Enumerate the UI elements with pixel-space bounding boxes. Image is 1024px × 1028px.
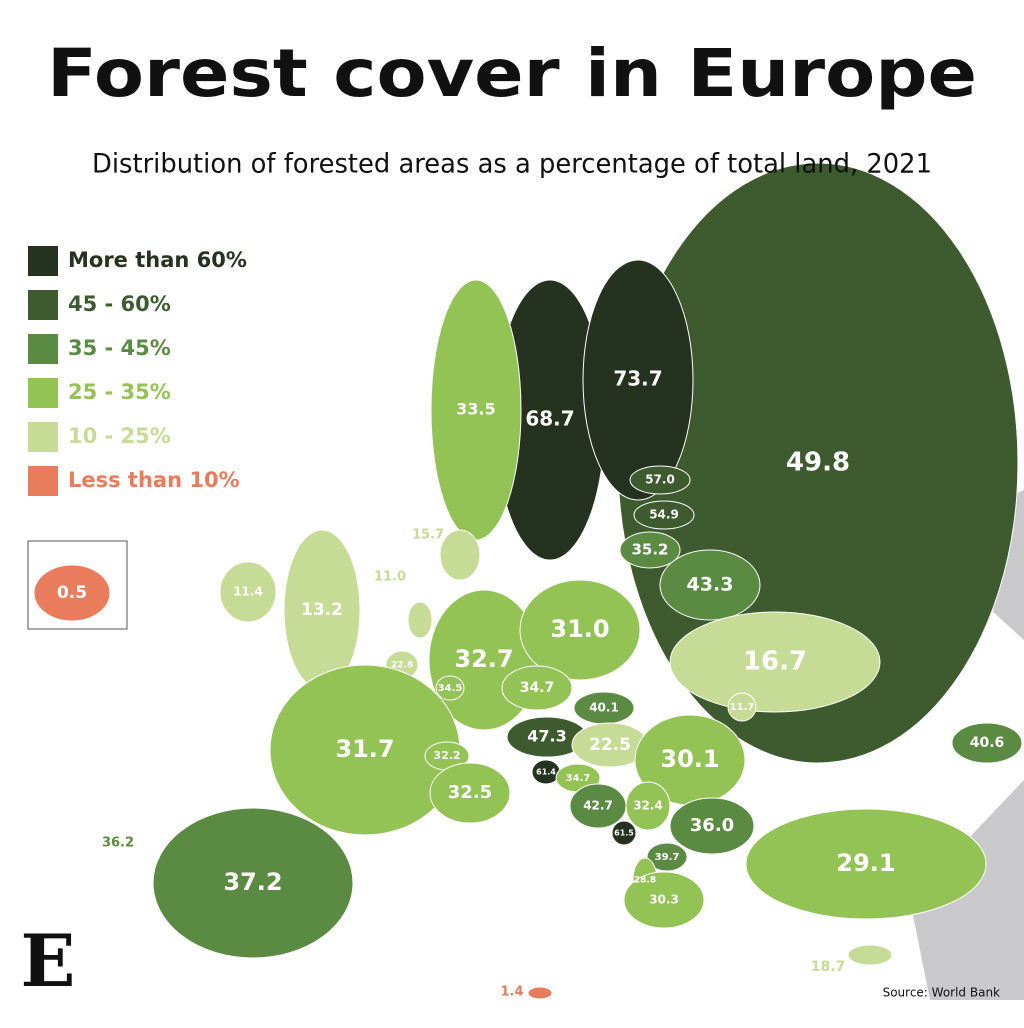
region-label: 61.4 [536, 768, 556, 777]
region [439, 529, 481, 581]
region-label: 22.8 [391, 661, 413, 671]
region-label: 0.5 [57, 583, 87, 603]
legend: More than 60% 45 - 60% 35 - 45% 25 - 35% 10 … [28, 246, 247, 496]
legend-swatch [28, 246, 58, 276]
region [611, 820, 637, 846]
region-label: 1.4 [500, 985, 523, 1000]
region-label: 15.7 [412, 528, 444, 543]
legend-label: More than 60% [68, 248, 247, 272]
region-label: 16.7 [743, 647, 807, 677]
region-label: 11.4 [233, 585, 263, 599]
region-label: 18.7 [811, 959, 846, 975]
region [625, 781, 671, 831]
region-label: 30.1 [660, 745, 719, 773]
map [27, 162, 1024, 1000]
legend-label: 25 - 35% [68, 380, 171, 404]
legend-label: 45 - 60% [68, 292, 171, 316]
region-label: 57.0 [645, 473, 675, 487]
region [33, 564, 111, 622]
region [435, 675, 465, 701]
region-label: 49.8 [786, 448, 850, 478]
region-label: 36.0 [690, 815, 734, 836]
region-label: 40.1 [589, 701, 619, 715]
legend-swatch [28, 290, 58, 320]
region-label: 36.2 [102, 836, 134, 851]
region [407, 601, 433, 639]
region-label: 34.7 [566, 773, 591, 784]
legend-swatch [28, 334, 58, 364]
region-label: 61.5 [614, 829, 634, 838]
region-label: 40.6 [970, 735, 1005, 751]
region [619, 531, 681, 569]
title: Forest cover in Europe [47, 35, 977, 112]
region-label: 43.3 [687, 574, 734, 596]
logo: E [21, 918, 76, 1003]
region-label: 47.3 [527, 727, 566, 746]
region [152, 807, 354, 959]
region [429, 762, 511, 824]
region-label: 34.5 [438, 683, 463, 694]
legend-swatch [28, 422, 58, 452]
region-label: 32.2 [433, 749, 460, 762]
region [727, 692, 757, 722]
source: Source: World Bank [883, 986, 1000, 1000]
region [669, 797, 755, 855]
region-label: 30.3 [649, 893, 679, 907]
region-label: 39.7 [655, 852, 680, 863]
region-label: 68.7 [525, 407, 574, 431]
legend-swatch [28, 466, 58, 496]
region-label: 73.7 [613, 367, 662, 391]
region-label: 33.5 [456, 400, 495, 419]
region [629, 465, 691, 495]
subtitle: Distribution of forested areas as a perc… [92, 149, 932, 180]
region-label: 28.8 [634, 876, 656, 886]
region-label: 32.7 [454, 645, 513, 673]
region-label: 11.7 [730, 702, 755, 713]
legend-label: 35 - 45% [68, 336, 171, 360]
region [669, 611, 881, 713]
region [659, 549, 761, 621]
region-label: 13.2 [301, 600, 343, 620]
region-label: 42.7 [583, 799, 613, 813]
region [519, 579, 641, 681]
region-label: 37.2 [223, 868, 282, 896]
region-label: 35.2 [631, 541, 668, 559]
region [951, 722, 1023, 764]
region-label: 22.5 [589, 735, 631, 755]
region [219, 561, 277, 623]
region [646, 842, 688, 872]
region-label: 32.4 [633, 799, 663, 813]
legend-label: Less than 10% [68, 468, 240, 492]
region [527, 986, 553, 1000]
region-label: 32.5 [448, 782, 492, 803]
legend-swatch [28, 378, 58, 408]
region-label: 34.7 [520, 680, 555, 696]
region-label: 31.7 [335, 735, 394, 763]
region [847, 944, 893, 966]
region-label: 11.0 [374, 570, 406, 585]
region [501, 665, 573, 711]
legend-label: 10 - 25% [68, 424, 171, 448]
region [745, 808, 987, 920]
region-label: 54.9 [649, 508, 679, 522]
region [633, 500, 695, 530]
region-label: 29.1 [836, 849, 895, 877]
region [623, 871, 705, 929]
region-label: 31.0 [550, 615, 609, 643]
region [582, 259, 694, 501]
